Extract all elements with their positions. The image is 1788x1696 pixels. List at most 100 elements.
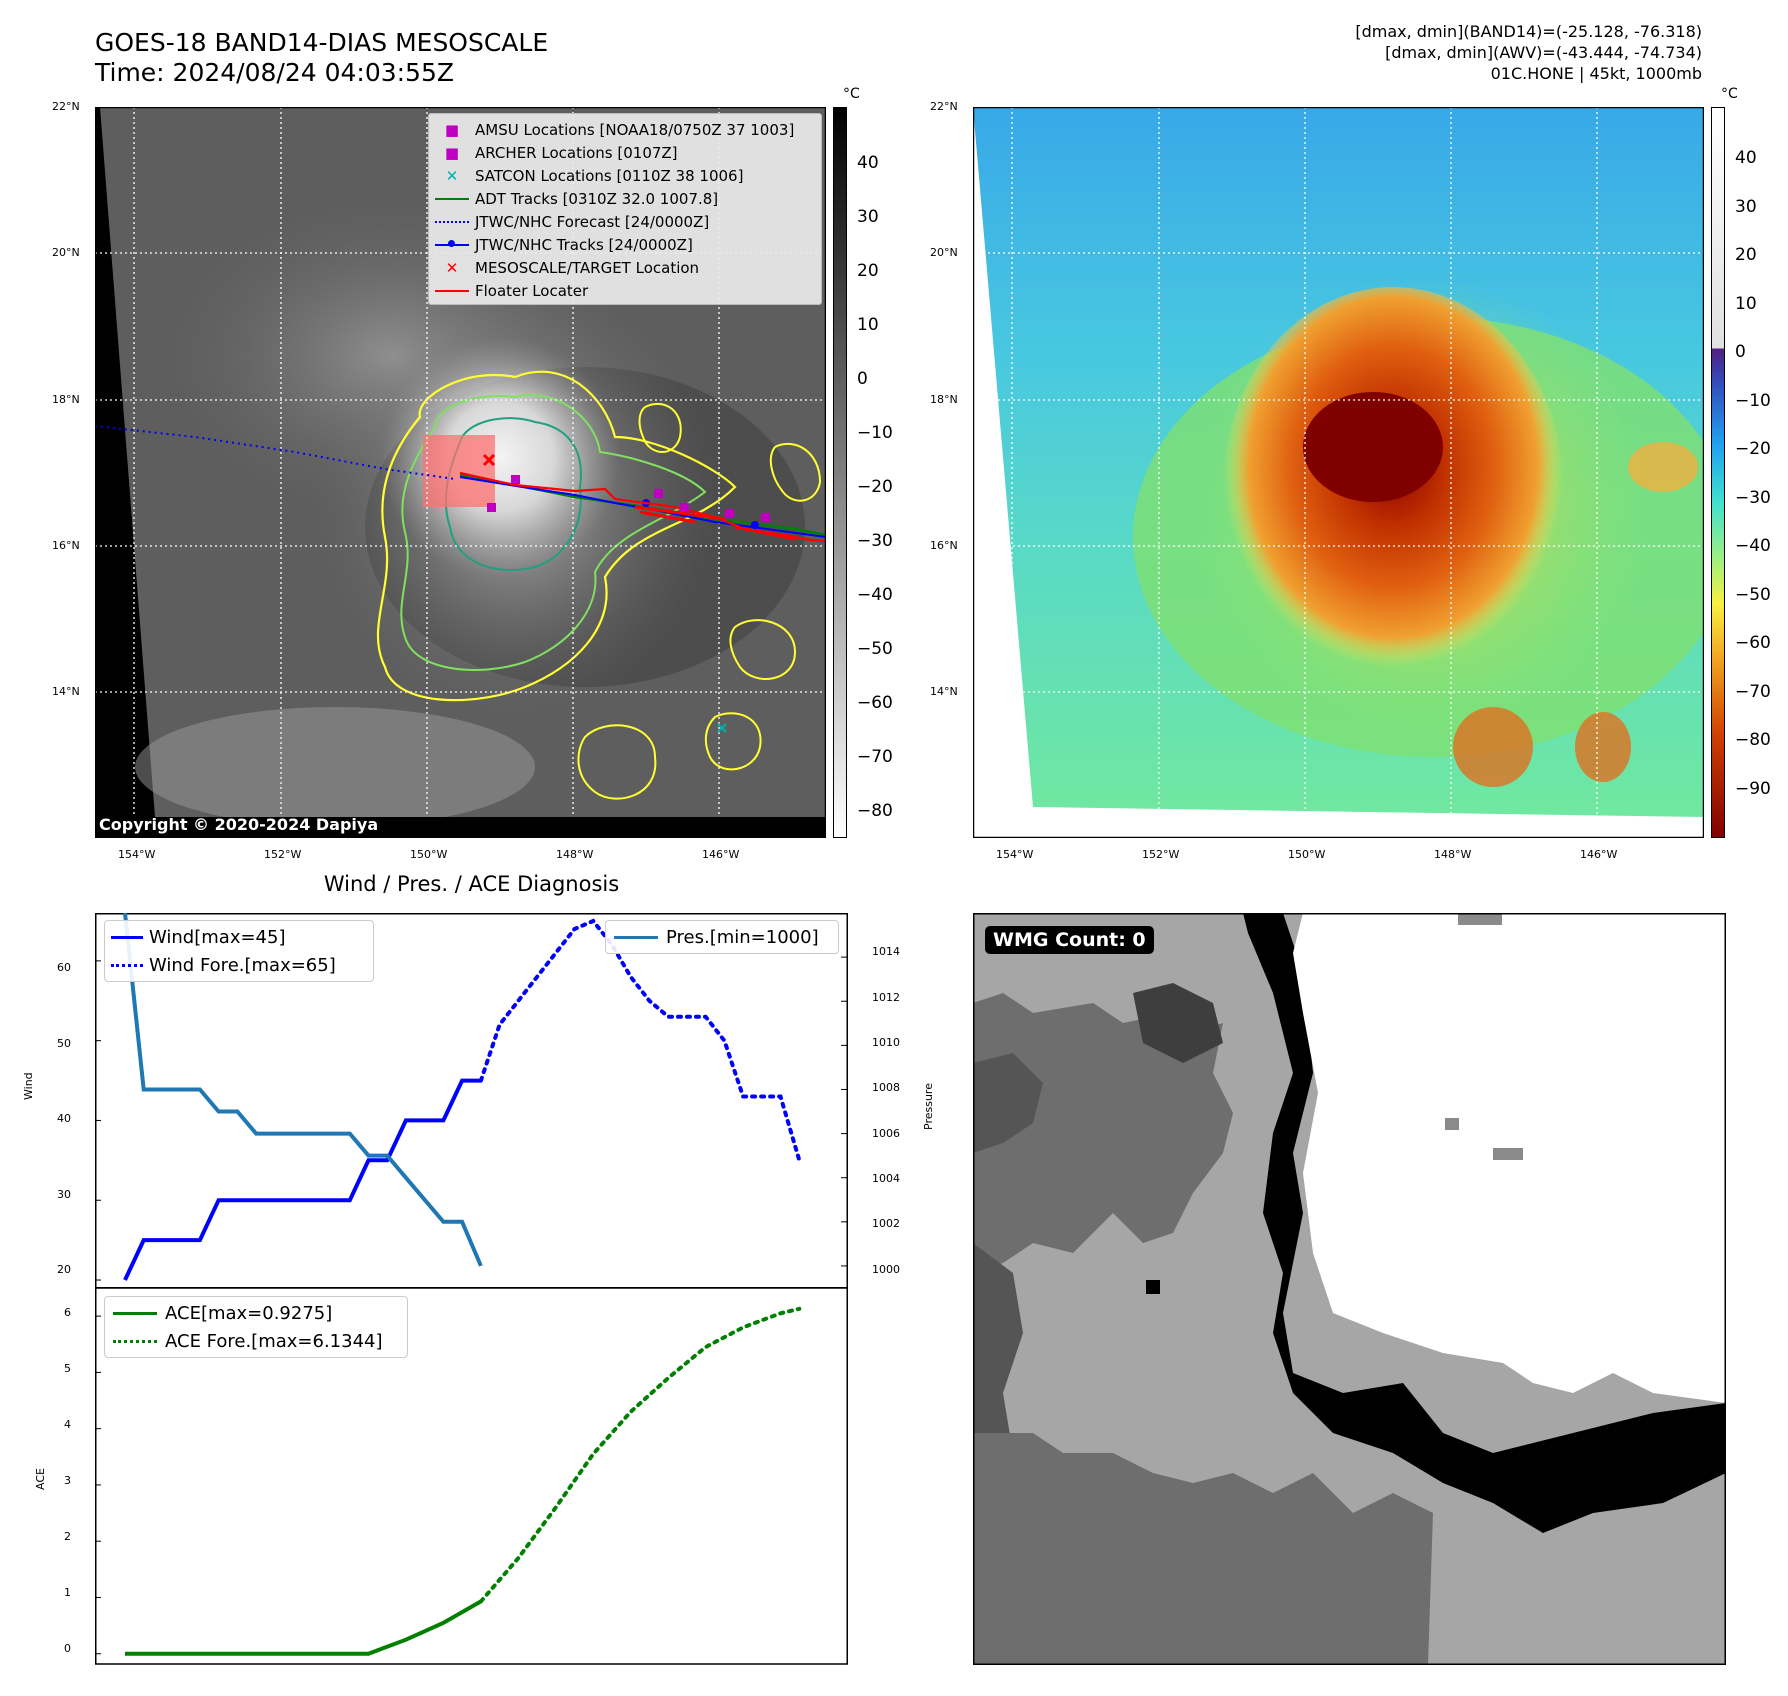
- legend-target: ✕ MESOSCALE/TARGET Location: [445, 258, 700, 277]
- lon-label: 148°W: [556, 848, 594, 861]
- pressure-axis-ticks: [841, 956, 847, 1267]
- pres-tick-label: 1004: [872, 1172, 900, 1185]
- pres-tick-label: 1014: [872, 945, 900, 958]
- lon-label: 150°W: [410, 848, 448, 861]
- pres-tick-label: 1008: [872, 1081, 900, 1094]
- colorbar2-tick: 0: [1735, 342, 1746, 362]
- lat-label: 20°N: [930, 246, 958, 259]
- lat-label: 16°N: [52, 539, 80, 552]
- legend-wind: Wind[max=45]: [105, 923, 373, 951]
- lon-label: 148°W: [1434, 848, 1472, 861]
- wmg-black-band: [1243, 913, 1726, 1533]
- wind-ylabel: Wind: [22, 1072, 35, 1100]
- pres-tick-label: 1000: [872, 1263, 900, 1276]
- lat-label: 16°N: [930, 539, 958, 552]
- floater-box: [423, 435, 495, 507]
- pres-tick-label: 1002: [872, 1217, 900, 1230]
- copyright-text: Copyright © 2020-2024 Dapiya: [99, 815, 379, 834]
- colorbar1-tick: −10: [857, 423, 893, 443]
- lat-label: 18°N: [930, 393, 958, 406]
- legend-archer: ■ ARCHER Locations [0107Z]: [444, 143, 678, 162]
- legend-ace: ACE[max=0.9275]: [105, 1299, 407, 1327]
- wmg-dark-region-1: [973, 993, 1233, 1273]
- satcon-marker: [717, 723, 727, 733]
- wind-legend: Wind[max=45] Wind Fore.[max=65]: [104, 920, 374, 982]
- colorbar2-tick: 20: [1735, 245, 1757, 265]
- lon-label: 152°W: [264, 848, 302, 861]
- colorbar1-tick: −80: [857, 801, 893, 821]
- colorbar1-unit: °C: [843, 86, 860, 102]
- lon-label: 146°W: [702, 848, 740, 861]
- colorbar1-tick: −20: [857, 477, 893, 497]
- legend-amsu: ■ AMSU Locations [NOAA18/0750Z 37 1003]: [444, 120, 795, 139]
- contour-teal: [444, 417, 582, 572]
- legend-satcon: ✕ SATCON Locations [0110Z 38 1006]: [445, 166, 744, 185]
- ace-tick-label: 6: [64, 1306, 71, 1319]
- lat-label: 14°N: [930, 685, 958, 698]
- pres-tick-label: 1012: [872, 991, 900, 1004]
- colorbar1: [833, 107, 847, 838]
- diagnosis-lines: [123, 913, 802, 1656]
- wind-tick-label: 40: [57, 1112, 71, 1125]
- wind-axis-ticks: [95, 960, 101, 1281]
- lat-label: 20°N: [52, 246, 80, 259]
- colorbar1-tick: −40: [857, 585, 893, 605]
- no-data-area: [95, 107, 155, 838]
- awv-map: [973, 107, 1704, 838]
- wind-tick-label: 60: [57, 961, 71, 974]
- map-legend: ■ AMSU Locations [NOAA18/0750Z 37 1003] ■…: [428, 113, 822, 305]
- legend-forecast: JTWC/NHC Forecast [24/0000Z]: [429, 210, 794, 233]
- wind-tick-label: 30: [57, 1188, 71, 1201]
- jtwc-track: [459, 476, 826, 538]
- series-line-2-0: [125, 1599, 482, 1656]
- colorbar2-tick: −80: [1735, 730, 1771, 750]
- wind-tick-label: 50: [57, 1037, 71, 1050]
- legend-pressure: Pres.[min=1000]: [606, 923, 838, 951]
- colorbar1-tick: −70: [857, 747, 893, 767]
- pressure-legend: Pres.[min=1000]: [605, 920, 839, 954]
- colorbar1-tick: −60: [857, 693, 893, 713]
- forecast-track: [95, 425, 456, 480]
- floater-track: [459, 471, 826, 543]
- lat-label: 14°N: [52, 685, 80, 698]
- awv-core: [1303, 392, 1443, 502]
- series-line-1-0: [123, 913, 483, 1267]
- wmg-dark-region-2: [973, 1433, 1433, 1665]
- ace-tick-label: 2: [64, 1530, 71, 1543]
- lon-label: 146°W: [1580, 848, 1618, 861]
- colorbar2: [1711, 107, 1725, 838]
- colorbar2-tick: −20: [1735, 439, 1771, 459]
- wmg-count-label: WMG Count: 0: [985, 926, 1154, 954]
- colorbar2-tick: −30: [1735, 488, 1771, 508]
- pressure-ylabel: Pressure: [922, 1083, 935, 1130]
- amsu-markers: [487, 475, 770, 522]
- lon-label: 154°W: [118, 848, 156, 861]
- chart-title-line1: GOES-18 BAND14-DIAS MESOSCALE: [95, 28, 549, 57]
- stats-line1: [dmax, dmin](BAND14)=(-25.128, -76.318): [1355, 22, 1702, 41]
- lat-label: 22°N: [52, 100, 80, 113]
- colorbar2-tick: 30: [1735, 197, 1757, 217]
- lat-label: 18°N: [52, 393, 80, 406]
- legend-wind-fore: Wind Fore.[max=65]: [105, 951, 373, 979]
- colorbar1-tick: 10: [857, 315, 879, 335]
- series-line-0-1: [478, 918, 802, 1163]
- colorbar1-tick: 40: [857, 153, 879, 173]
- ace-axis-ticks: [95, 1315, 101, 1655]
- legend-ace-fore: ACE Fore.[max=6.1344]: [105, 1327, 407, 1355]
- lon-label: 150°W: [1288, 848, 1326, 861]
- ace-tick-label: 5: [64, 1362, 71, 1375]
- ace-tick-label: 1: [64, 1586, 71, 1599]
- legend-jtwc: JTWC/NHC Tracks [24/0000Z]: [429, 233, 794, 256]
- colorbar1-tick: 20: [857, 261, 879, 281]
- colorbar2-tick: −10: [1735, 391, 1771, 411]
- chart-title-line2: Time: 2024/08/24 04:03:55Z: [95, 58, 454, 87]
- stats-line3: 01C.HONE | 45kt, 1000mb: [1490, 64, 1702, 83]
- ace-ylabel: ACE: [34, 1468, 47, 1490]
- ace-tick-label: 3: [64, 1474, 71, 1487]
- pres-tick-label: 1006: [872, 1127, 900, 1140]
- target-marker: [482, 453, 496, 467]
- colorbar2-tick: 10: [1735, 294, 1757, 314]
- colorbar2-tick: −70: [1735, 682, 1771, 702]
- lat-label: 22°N: [930, 100, 958, 113]
- colorbar1-tick: 30: [857, 207, 879, 227]
